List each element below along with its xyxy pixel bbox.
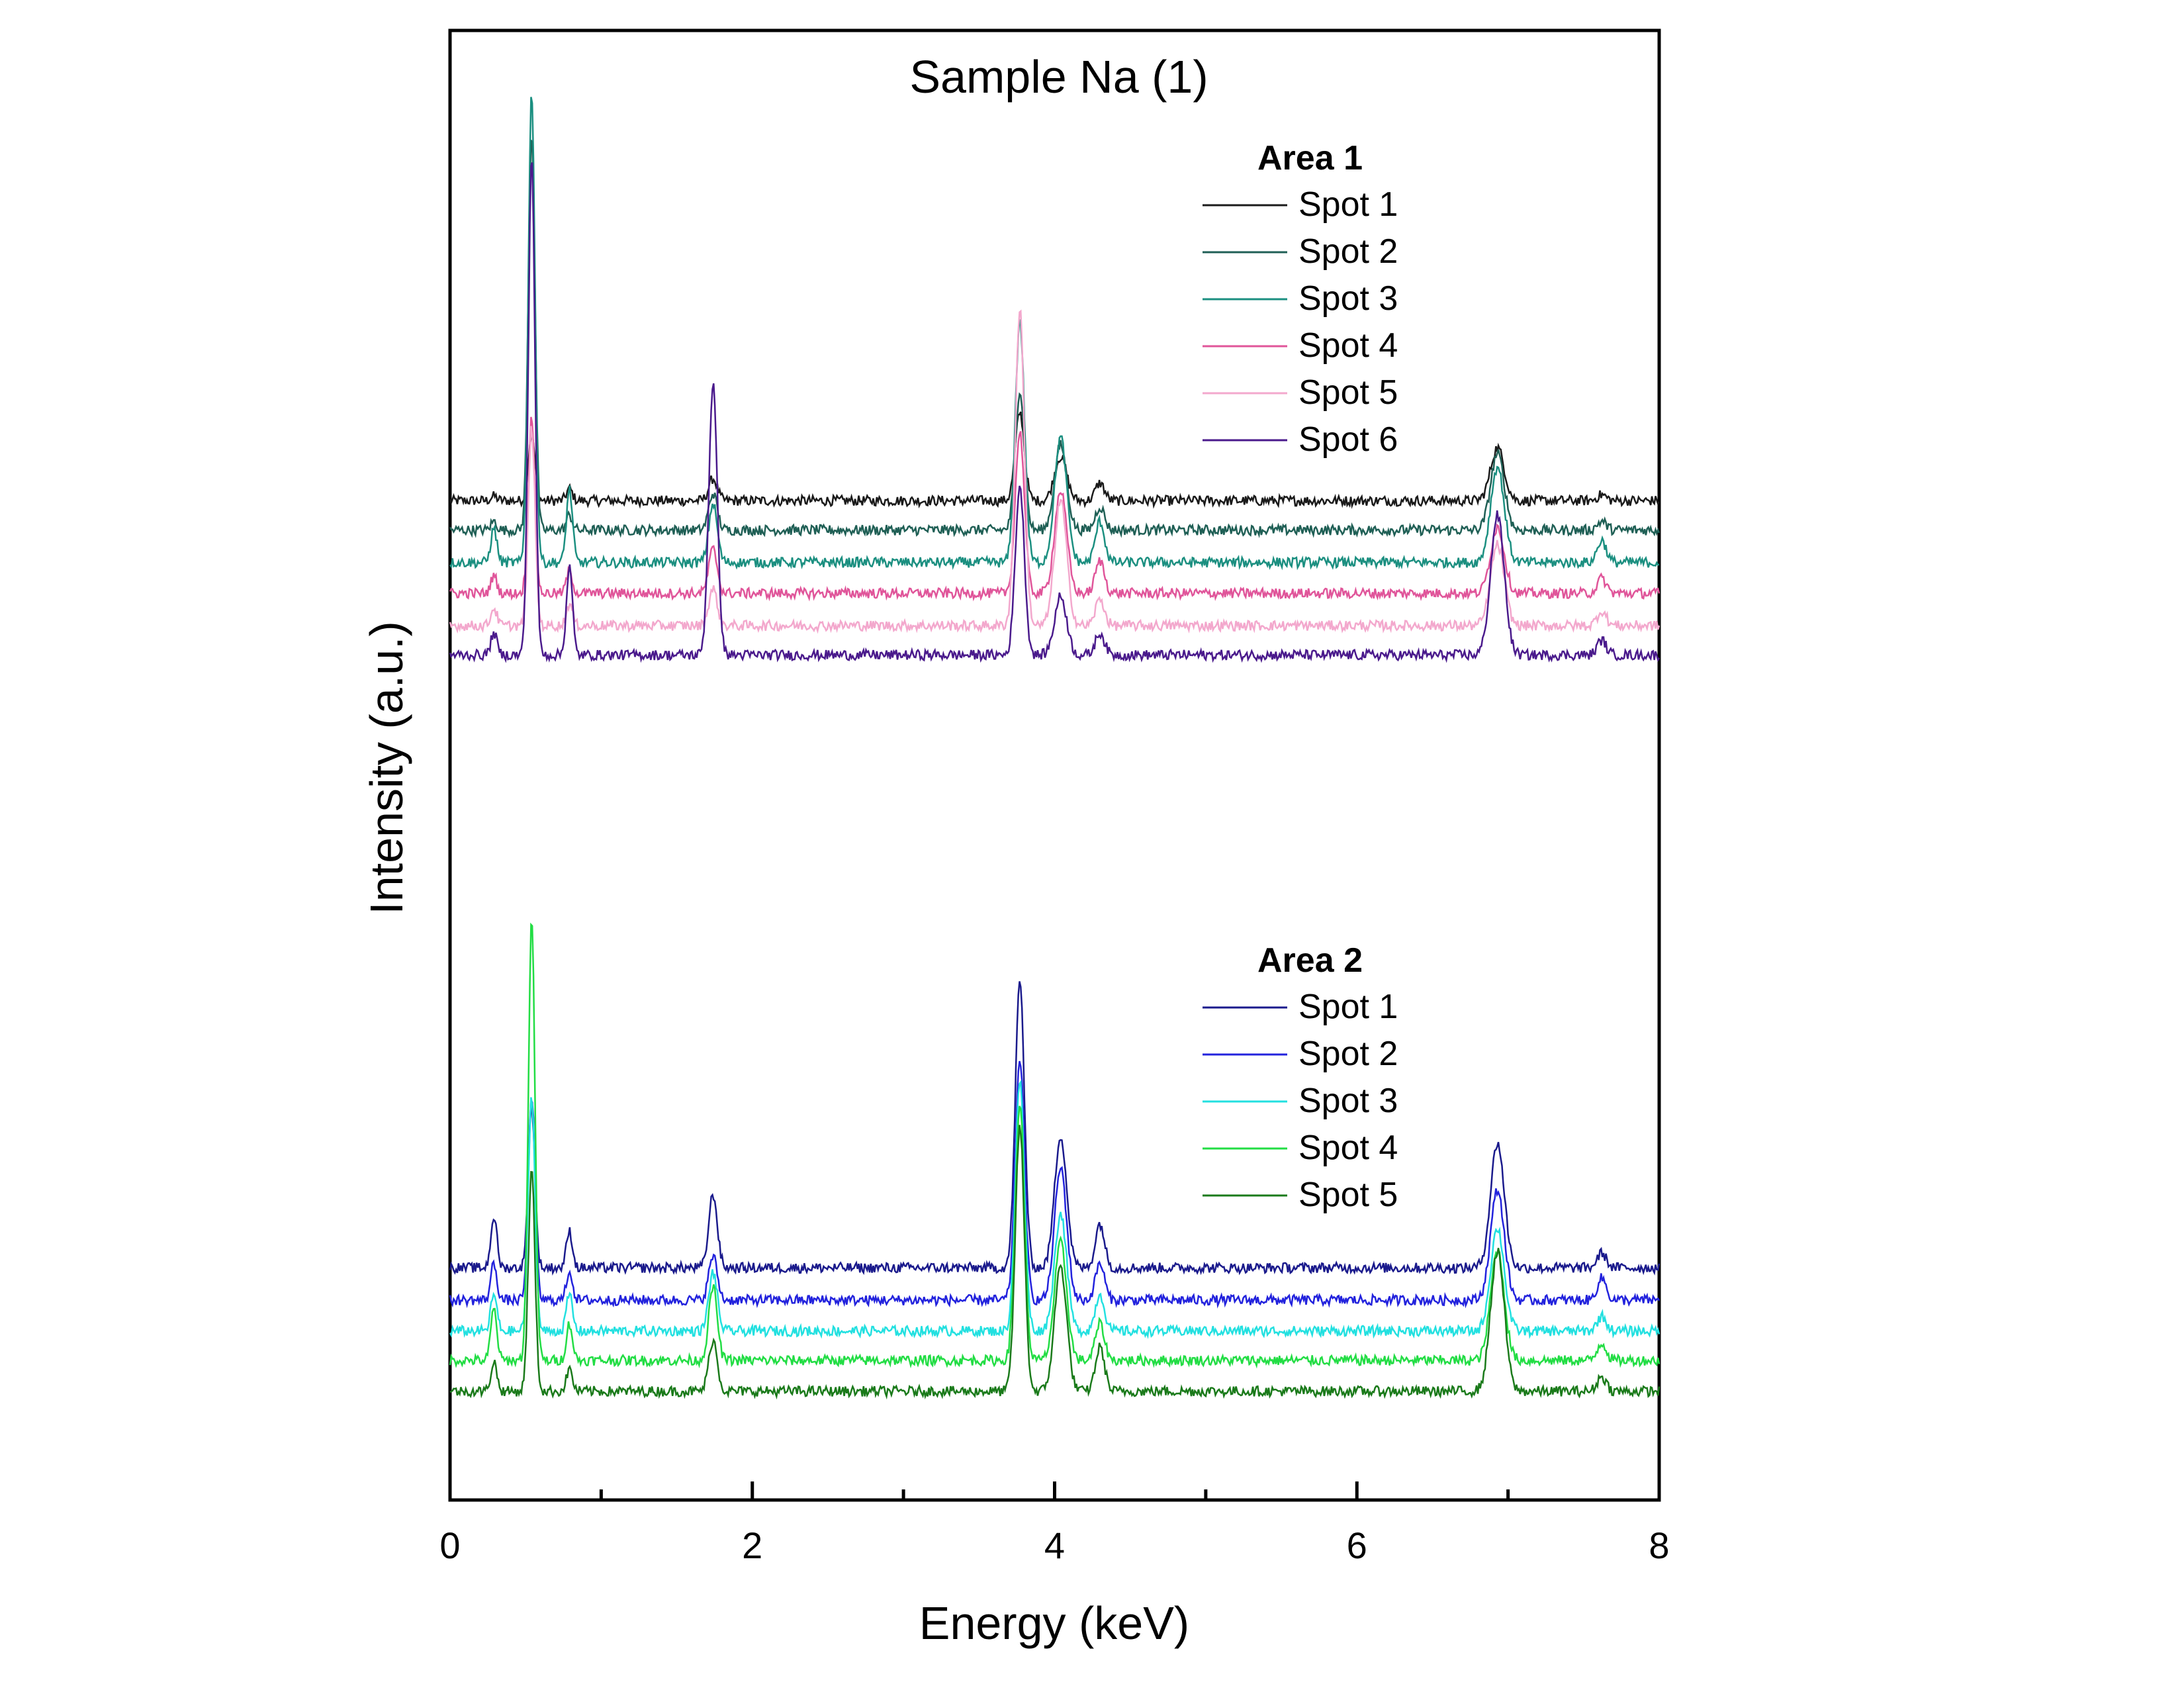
legend-label: Spot 6 [1298,420,1398,459]
legend-label: Spot 5 [1298,1176,1398,1214]
series-line-area1-spot6 [449,162,1661,663]
x-tick-label: 0 [439,1524,460,1566]
series-line-area2-spot1 [449,981,1661,1276]
legend-label: Spot 3 [1298,1082,1398,1120]
x-axis: 0 2 4 6 8 [439,1481,1670,1566]
series-line-area2-spot4 [449,922,1661,1369]
legend-label: Spot 4 [1298,326,1398,365]
series-line-area2-spot2 [449,1060,1661,1309]
series-line-area2-spot3 [449,1080,1661,1339]
series-line-area1-spot2 [449,140,1661,539]
legend-label: Spot 2 [1298,232,1398,271]
series-line-area1-spot5 [449,309,1661,634]
x-tick-label: 2 [742,1524,762,1566]
legend-label: Spot 1 [1298,185,1398,224]
legend-label: Spot 3 [1298,279,1398,318]
series-line-area1-spot3 [449,97,1660,571]
series-layer [449,97,1661,1400]
legend: Area 1 Spot 1 Spot 2 Spot 3 Spot 4 Spot 5 Spot… [1203,139,1398,1214]
x-tick-label: 4 [1044,1524,1065,1566]
x-axis-title: Energy (keV) [919,1597,1189,1649]
legend-title-area1: Area 1 [1257,139,1363,177]
chart-title: Sample Na (1) [909,51,1208,103]
series-line-area1-spot4 [449,416,1661,602]
legend-label: Spot 5 [1298,373,1398,412]
y-axis-title: Intensity (a.u.) [361,621,412,915]
series-line-area2-spot5 [449,1125,1661,1400]
x-tick-label: 6 [1347,1524,1367,1566]
legend-label: Spot 2 [1298,1035,1398,1073]
legend-label: Spot 1 [1298,988,1398,1026]
x-tick-label: 8 [1649,1524,1669,1566]
legend-title-area2: Area 2 [1257,941,1363,980]
legend-label: Spot 4 [1298,1129,1398,1167]
